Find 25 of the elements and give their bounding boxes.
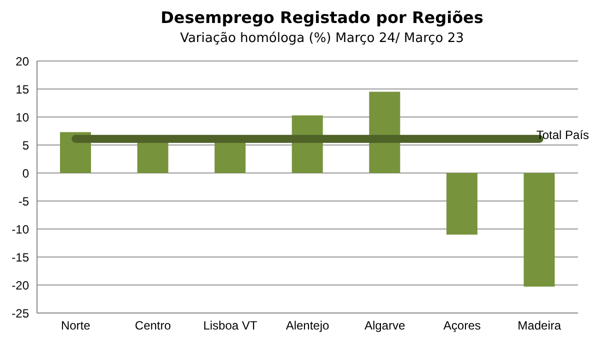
y-tick-label: 0 [22,166,30,180]
x-tick-label: Centro [134,318,172,333]
x-tick-label: Açores [443,318,481,333]
bar [137,140,168,173]
bar [214,140,246,173]
x-tick-label: Lisboa VT [203,318,258,333]
x-tick-label: Madeira [518,318,562,333]
x-tick-label: Norte [60,318,91,333]
y-tick-label: 5 [22,138,30,152]
x-tick-label: Alentejo [286,318,330,333]
chart-subtitle: Variação homóloga (%) Março 24/ Março 23 [179,31,465,46]
bar [446,173,478,235]
chart-title: Desemprego Registado por Regiões [160,7,484,27]
y-tick-label: 15 [16,82,30,96]
y-tick-label: -5 [18,194,30,208]
y-tick-label: 20 [16,54,30,68]
y-tick-label: 10 [16,110,30,124]
y-tick-label: -25 [12,306,30,320]
ref-line-label: Total País [536,128,590,142]
bar [524,173,555,287]
bar [369,92,400,173]
y-tick-label: -15 [12,250,30,264]
x-tick-label: Algarve [364,318,406,333]
y-tick-label: -10 [12,222,30,236]
y-tick-label: -20 [12,278,30,292]
